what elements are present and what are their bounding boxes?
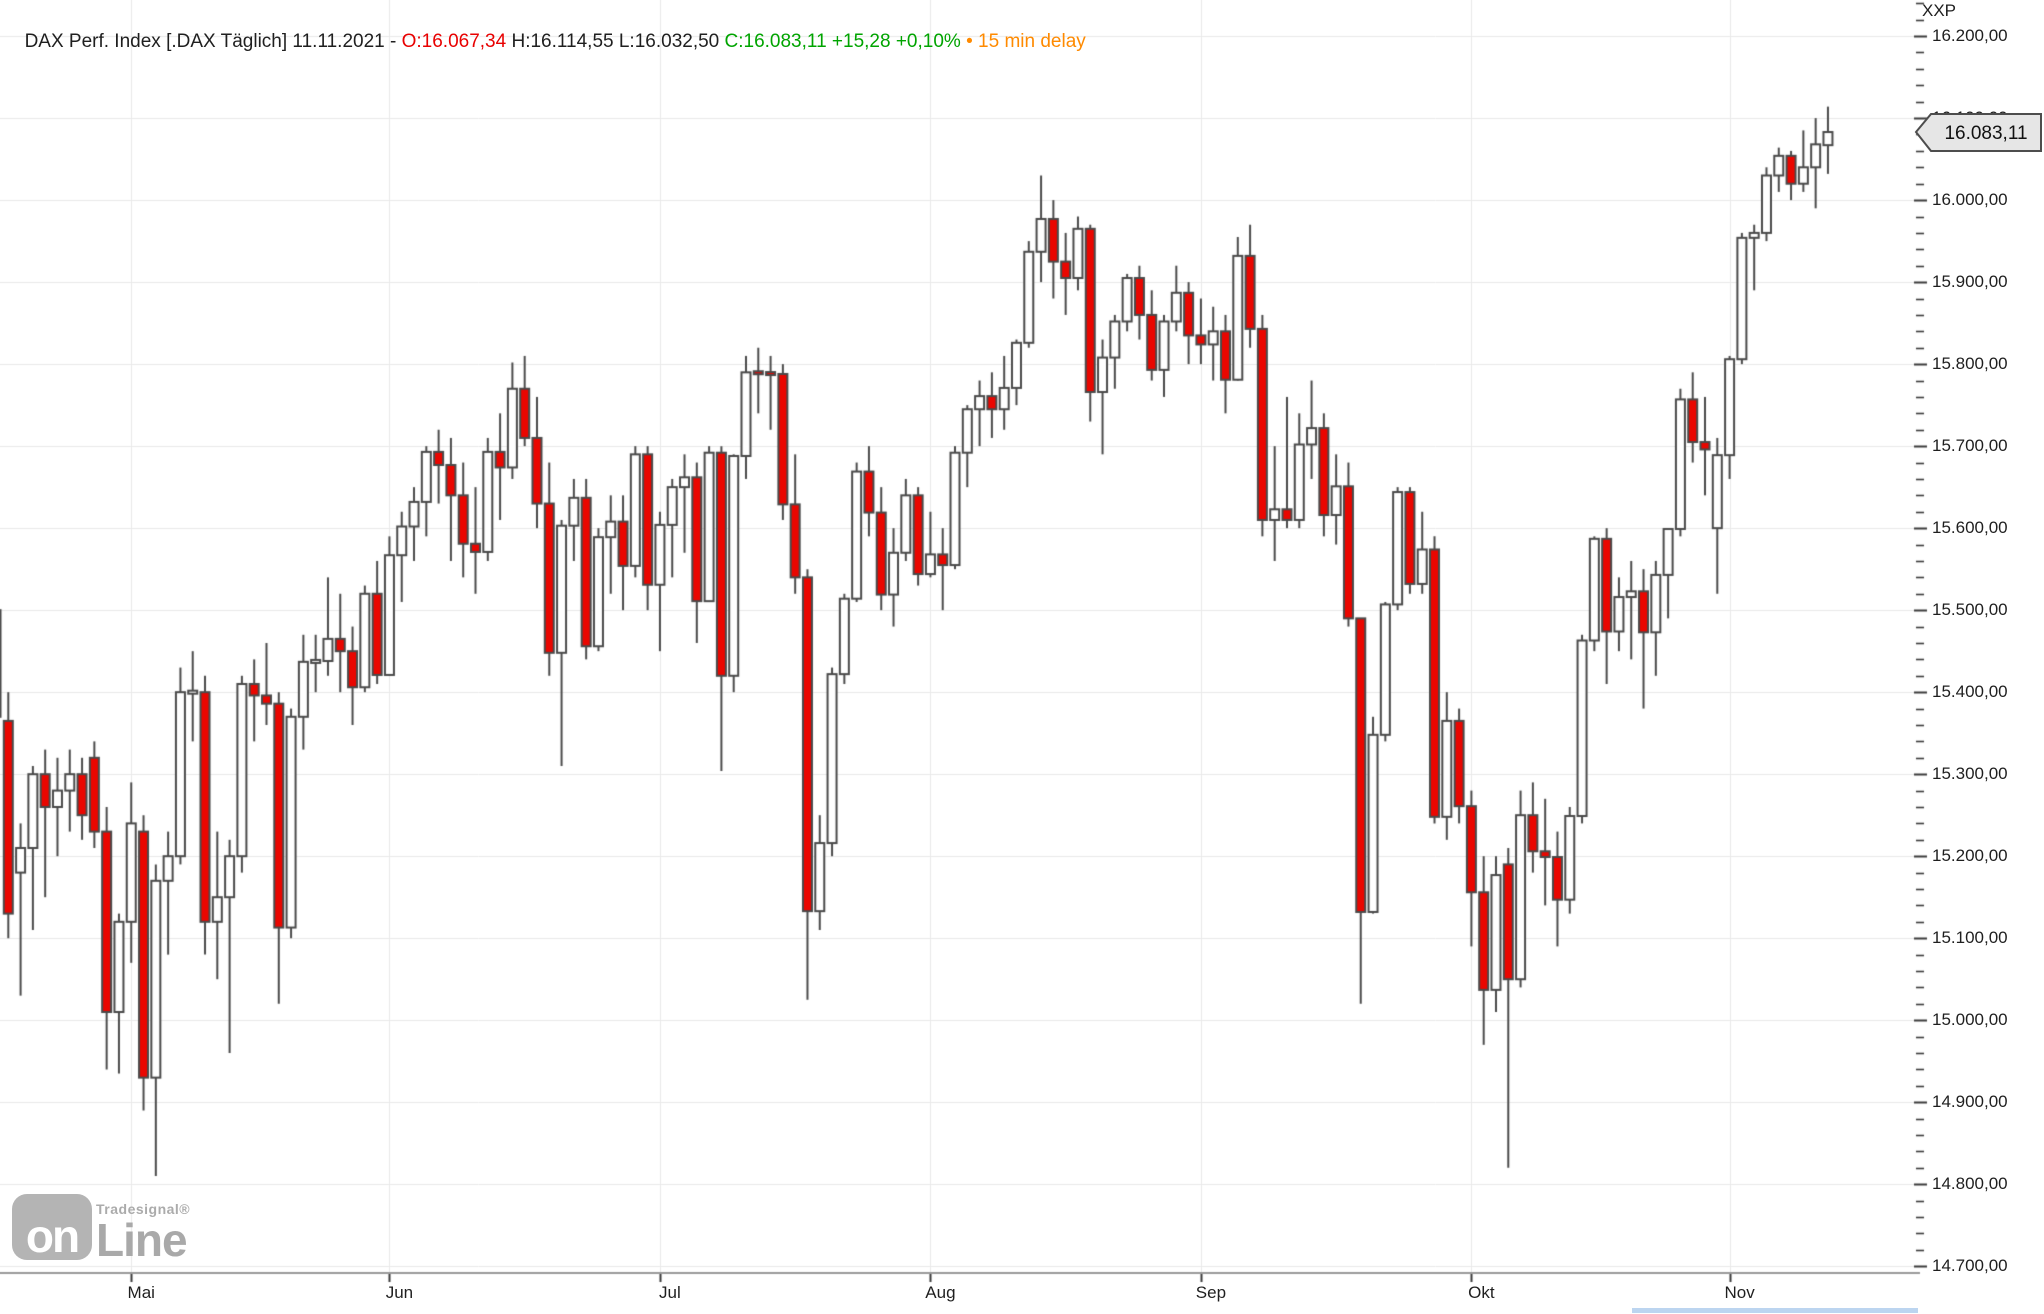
- price-axis-label: 15.700,00: [1932, 436, 2008, 456]
- price-axis-label: 15.100,00: [1932, 928, 2008, 948]
- time-axis-label: Jul: [659, 1283, 681, 1302]
- time-axis-label: Aug: [925, 1283, 956, 1302]
- time-axis-label: Mai: [127, 1283, 155, 1302]
- price-tag-arrow-shape: [1914, 113, 2042, 153]
- price-axis-unit-label: XXP: [1922, 1, 1957, 20]
- logo-on-text: on: [25, 1210, 80, 1262]
- price-axis-label: 14.900,00: [1932, 1092, 2008, 1112]
- price-axis-label: 15.000,00: [1932, 1010, 2008, 1030]
- price-axis-label: 16.000,00: [1932, 190, 2008, 210]
- title-close-change: C:16.083,11 +15,28 +0,10%: [724, 31, 967, 52]
- price-axis-label: 15.900,00: [1932, 272, 2008, 292]
- price-axis-label: 15.400,00: [1932, 682, 2008, 702]
- delay-label: 15 min delay: [978, 31, 1086, 52]
- chart-title: DAX Perf. Index [.DAX Täglich] 11.11.202…: [14, 6, 1086, 54]
- logo-tradesignal-text: Tradesignal®: [96, 1201, 191, 1217]
- last-price-tag: 16.083,11: [1914, 113, 2042, 153]
- tradesignal-online-logo: on Tradesignal® Line: [12, 1194, 191, 1266]
- price-axis-label: 15.800,00: [1932, 354, 2008, 374]
- time-axis-label: Okt: [1468, 1283, 1495, 1302]
- title-open-value: O:16.067,34: [401, 31, 512, 52]
- price-axis-label: 15.600,00: [1932, 518, 2008, 538]
- logo-line-text: Line: [96, 1214, 188, 1266]
- title-instrument-date: DAX Perf. Index [.DAX Täglich] 11.11.202…: [24, 31, 402, 52]
- price-axis-label: 14.800,00: [1932, 1174, 2008, 1194]
- delay-bullet-icon: •: [966, 31, 979, 52]
- time-axis-label: Nov: [1724, 1283, 1755, 1302]
- data-window-scrollbar[interactable]: [1632, 1308, 1918, 1313]
- title-high-low-values: H:16.114,55 L:16.032,50: [511, 31, 725, 52]
- time-axis-label: Jun: [385, 1283, 414, 1302]
- price-axis-label: 15.300,00: [1932, 764, 2008, 784]
- price-axis-label: 15.500,00: [1932, 600, 2008, 620]
- logo-on-box: on: [12, 1194, 92, 1260]
- time-axis-label: Sep: [1195, 1283, 1227, 1302]
- price-axis-label: 14.700,00: [1932, 1256, 2008, 1276]
- price-tag-value: 16.083,11: [1944, 123, 2027, 144]
- price-axis-label: 15.200,00: [1932, 846, 2008, 866]
- price-axis-label: 16.200,00: [1932, 26, 2008, 46]
